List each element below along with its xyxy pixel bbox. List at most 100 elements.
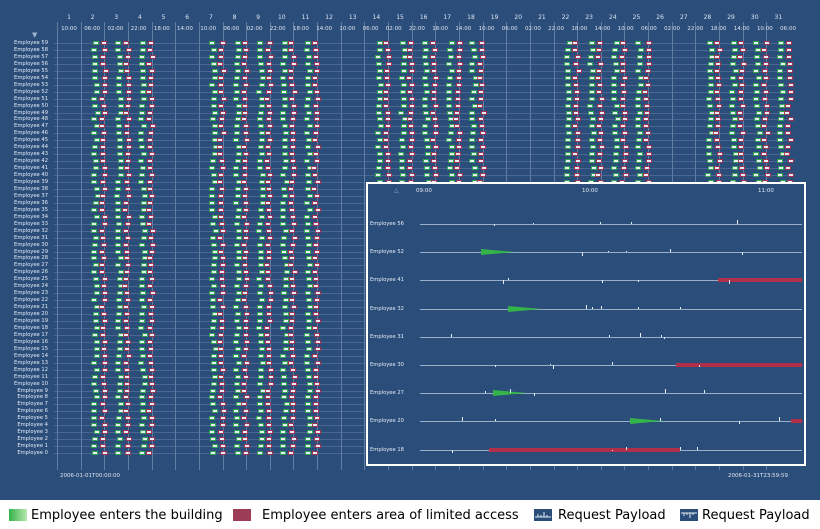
employee-label[interactable]: Employee 55: [14, 67, 48, 74]
employee-label[interactable]: Employee 19: [14, 318, 48, 324]
limited-access-interval[interactable]: [790, 419, 802, 424]
payload-mark: [385, 111, 390, 114]
employee-label[interactable]: Employee 41: [14, 165, 48, 172]
employee-label[interactable]: Employee 10: [14, 380, 48, 387]
employee-label[interactable]: Employee 15: [14, 345, 48, 352]
building-entry-marker[interactable]: [507, 305, 542, 312]
employee-label[interactable]: Employee 12: [14, 366, 48, 373]
employee-label[interactable]: Employee 56: [14, 60, 48, 67]
payload-mark: [140, 42, 145, 44]
employee-label[interactable]: Employee 27: [14, 262, 48, 269]
payload-mark: [243, 271, 248, 274]
zoom-employee-label[interactable]: Employee 18: [370, 446, 404, 453]
zoom-employee-label[interactable]: Employee 30: [370, 362, 404, 368]
employee-label[interactable]: Employee 36: [14, 199, 48, 206]
employee-label[interactable]: Employee 29: [14, 248, 48, 255]
employee-label[interactable]: Employee 38: [14, 185, 48, 192]
employee-label[interactable]: Employee 13: [14, 359, 48, 366]
employee-label[interactable]: Employee 52: [14, 88, 48, 95]
payload-mark: [740, 48, 745, 51]
payload-mark: [211, 243, 216, 246]
payload-mark: [646, 83, 651, 86]
payload-mark: [566, 125, 571, 128]
employee-label[interactable]: Employee 49: [14, 109, 48, 116]
employee-label[interactable]: Employee 23: [14, 290, 48, 297]
zoom-detail-panel[interactable]: △ 09:00 10:00 11:00 Employee 56 Employee 52…: [366, 182, 806, 466]
zoom-employee-label[interactable]: Employee 20: [370, 418, 404, 425]
employee-label[interactable]: Employee 14: [14, 352, 48, 359]
employee-label[interactable]: Employee 48: [14, 116, 48, 123]
limited-access-interval[interactable]: [675, 363, 802, 367]
employee-label[interactable]: Employee 6: [17, 408, 48, 415]
employee-label[interactable]: Employee 16: [14, 338, 48, 345]
employee-label[interactable]: Employee 2: [17, 436, 48, 443]
payload-mark: [218, 208, 223, 211]
employee-label[interactable]: Employee 25: [14, 276, 48, 283]
employee-label[interactable]: Employee 31: [14, 234, 48, 241]
employee-label[interactable]: Employee 39: [14, 179, 48, 185]
employee-label[interactable]: Employee 33: [14, 220, 48, 227]
employee-label[interactable]: Employee 43: [14, 151, 48, 158]
zoom-employee-label[interactable]: Employee 31: [370, 333, 404, 340]
employee-label[interactable]: Employee 4: [17, 422, 48, 429]
employee-label[interactable]: Employee 45: [14, 137, 48, 144]
employee-label[interactable]: Employee 5: [17, 415, 48, 422]
employee-label[interactable]: Employee 57: [14, 53, 48, 60]
limited-access-interval[interactable]: [488, 447, 680, 452]
zoom-employee-label[interactable]: Employee 41: [370, 277, 404, 284]
payload-mark: [597, 153, 602, 156]
payload-mark: [761, 48, 766, 51]
employee-label[interactable]: Employee 50: [14, 102, 48, 109]
payload-mark: [101, 326, 106, 329]
employee-label[interactable]: Employee 35: [14, 206, 48, 213]
employee-label[interactable]: Employee 32: [14, 227, 48, 234]
employee-label[interactable]: Employee 22: [14, 297, 48, 304]
payload-mark: [141, 76, 146, 79]
employee-label[interactable]: Employee 0: [17, 450, 48, 457]
payload-mark: [283, 146, 288, 149]
employee-label[interactable]: Employee 54: [14, 74, 48, 81]
employee-label[interactable]: Employee 9: [17, 387, 48, 394]
zoom-employee-label[interactable]: Employee 56: [370, 221, 404, 227]
payload-mark: [458, 42, 463, 44]
employee-label[interactable]: Employee 26: [14, 269, 48, 276]
employee-label[interactable]: Employee 44: [14, 144, 48, 151]
payload-mark: [260, 347, 265, 350]
filter-icon[interactable]: ▼: [32, 31, 38, 39]
payload-mark: [125, 375, 130, 378]
employee-label[interactable]: Employee 42: [14, 158, 48, 165]
limited-access-interval[interactable]: [717, 278, 802, 283]
employee-label[interactable]: Employee 30: [14, 241, 48, 248]
employee-label[interactable]: Employee 17: [14, 331, 48, 338]
payload-mark: [472, 90, 477, 93]
employee-label[interactable]: Employee 59: [14, 40, 48, 46]
payload-mark: [244, 340, 249, 343]
employee-label[interactable]: Employee 28: [14, 255, 48, 262]
employee-label[interactable]: Employee 40: [14, 172, 48, 179]
employee-label[interactable]: Employee 7: [17, 401, 48, 408]
employee-label[interactable]: Employee 37: [14, 192, 48, 199]
zoom-employee-label[interactable]: Employee 32: [370, 305, 404, 312]
employee-label[interactable]: Employee 18: [14, 324, 48, 331]
employee-label[interactable]: Employee 11: [14, 373, 48, 380]
employee-label[interactable]: Employee 53: [14, 81, 48, 88]
employee-label[interactable]: Employee 20: [14, 311, 48, 318]
zoom-employee-label[interactable]: Employee 52: [370, 249, 404, 256]
employee-label[interactable]: Employee 1: [17, 443, 48, 450]
employee-label[interactable]: Employee 47: [14, 123, 48, 130]
building-entry-marker[interactable]: [630, 418, 665, 425]
employee-label[interactable]: Employee 51: [14, 95, 48, 102]
zoom-employee-label[interactable]: Employee 27: [370, 390, 404, 397]
employee-label[interactable]: Employee 8: [17, 394, 48, 401]
zoom-filter-icon[interactable]: △: [394, 187, 399, 194]
employee-label[interactable]: Employee 21: [14, 304, 48, 311]
employee-label[interactable]: Employee 46: [14, 130, 48, 137]
employee-label[interactable]: Employee 3: [17, 429, 48, 436]
payload-mark: [116, 83, 121, 86]
employee-label[interactable]: Employee 24: [14, 283, 48, 290]
employee-label[interactable]: Employee 58: [14, 46, 48, 53]
payload-mark: [123, 278, 128, 281]
building-entry-marker[interactable]: [492, 390, 527, 397]
building-entry-marker[interactable]: [481, 249, 516, 256]
employee-label[interactable]: Employee 34: [14, 213, 48, 220]
